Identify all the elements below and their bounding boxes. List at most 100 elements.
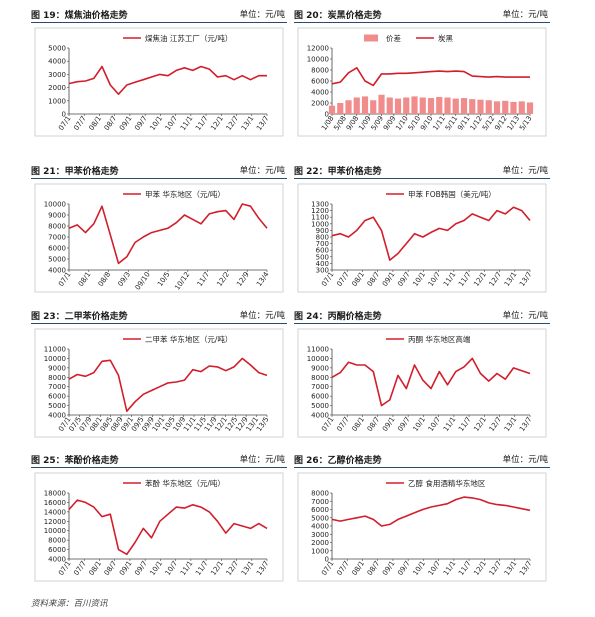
legend-label: 煤焦油 江苏工厂（元/吨） [145,33,232,43]
y-tick-label: 14000 [44,508,66,516]
chart-frame [297,472,547,582]
series-line [331,496,531,527]
chart-frame [34,183,284,293]
y-tick-label: 2000 [311,100,329,108]
series-line [331,66,530,87]
y-tick-label: 9000 [311,364,329,372]
source-note: 资料来源：百川资讯 [31,599,108,609]
y-tick-label: 16000 [44,499,66,507]
y-tick-label: 0 [62,111,66,119]
y-tick-label: 11000 [307,346,329,354]
series-line [68,357,268,412]
area-bar [526,102,534,114]
legend-label: 二甲苯 华东地区（元/吨） [145,334,232,344]
chart-panel-19: 图 19：煤焦油价格走势 单位：元/吨 0 1000 2000 3000 4000 5000 0… [31,6,287,137]
chart-header: 图 19：煤焦油价格走势 单位：元/吨 [31,6,287,23]
area-bar [502,100,509,114]
chart-legend: 甲苯 华东地区（元/吨） [123,189,225,199]
chart-unit: 单位：元/吨 [239,311,285,321]
chart-svg: 0200040006000800010000120001/085/089/081… [297,27,547,137]
chart-title: 图 25：苯酚价格走势 [31,456,119,466]
y-tick-label: 9000 [48,212,66,220]
area-bar [518,101,525,114]
chart-panel-21: 图 21：甲苯价格走势 单位：元/吨 4000 5000 6000 7000 8000 900… [31,162,287,293]
area-bar [345,100,352,114]
area-bar [394,98,402,114]
legend-label: 苯酚 华东地区（元/吨） [145,478,225,488]
chart-header: 图 23：二甲苯价格走势 单位：元/吨 [31,307,287,324]
area-bar [370,100,377,114]
legend-label: 甲苯 华东地区（元/吨） [145,189,225,199]
y-tick-label: 10000 [44,201,66,209]
area-bar [386,97,393,114]
area-bar [328,105,336,114]
chart-legend: 煤焦油 江苏工厂（元/吨） [123,33,232,43]
chart-title: 图 22：甲苯价格走势 [294,167,382,177]
area-bar [427,98,435,114]
y-tick-label: 8000 [48,537,66,545]
chart-unit: 单位：元/吨 [502,311,548,321]
chart-title: 图 19：煤焦油价格走势 [31,11,128,21]
chart-header: 图 22：甲苯价格走势 单位：元/吨 [294,162,550,179]
y-tick-label: 400 [316,260,329,268]
y-tick-label: 1100 [311,214,329,222]
legend-swatch [364,34,378,42]
y-tick-label: 700 [316,240,329,248]
y-tick-label: 5000 [311,402,329,410]
y-tick-label: 10000 [307,56,329,64]
y-tick-label: 4000 [48,556,66,564]
chart-legend: 乙醇 食用酒精华东地区 [386,478,486,488]
chart-header: 图 24：丙酮价格走势 单位：元/吨 [294,307,550,324]
y-tick-label: 10000 [44,527,66,535]
series-line [331,206,531,261]
chart-svg: 400050006000700080009000100001100007/107… [34,328,284,438]
y-tick-label: 8000 [48,374,66,382]
y-tick-label: 7000 [311,383,329,391]
y-tick-label: 2000 [311,539,329,547]
y-tick-label: 1300 [311,201,329,209]
area-bar [436,96,443,114]
y-tick-label: 10000 [307,355,329,363]
area-bar [444,97,451,114]
area-bar [477,99,484,114]
legend-label: 丙酮 华东地区高端 [408,334,471,344]
y-tick-label: 1200 [311,207,329,215]
chart-unit: 单位：元/吨 [239,455,285,465]
chart-unit: 单位：元/吨 [239,10,285,20]
chart-panel-26: 图 26：乙醇价格走势 单位：元/吨 0 1000 2000 3000 4000 5000 60… [294,451,550,582]
y-tick-label: 9000 [48,364,66,372]
area-bar [411,96,418,114]
chart-title: 图 23：二甲苯价格走势 [31,312,128,322]
y-tick-label: 6000 [48,393,66,401]
y-tick-label: 8000 [311,67,329,75]
y-tick-label: 8000 [311,374,329,382]
y-tick-label: 4000 [48,412,66,420]
y-tick-label: 800 [316,234,329,242]
chart-frame [297,27,547,137]
y-tick-label: 1000 [311,547,329,555]
series-line [68,203,268,265]
y-tick-label: 5000 [311,514,329,522]
chart-svg: 400060008000100001200014000160001800007/… [34,472,284,582]
y-tick-label: 1000 [311,220,329,228]
area-bar [378,94,385,114]
series-line [68,65,267,95]
y-tick-label: 0 [325,111,329,119]
y-tick-label: 900 [316,227,329,235]
chart-frame [297,183,547,293]
chart-panel-22: 图 22：甲苯价格走势 单位：元/吨 300 400 500 600 700 800 900 10… [294,162,550,293]
chart-svg: 300400500600700800900100011001200130007/… [297,183,547,293]
chart-legend: 丙酮 华东地区高端 [386,334,471,344]
y-tick-label: 7000 [48,234,66,242]
y-tick-label: 6000 [311,393,329,401]
area-bar [419,97,426,114]
y-tick-label: 10000 [44,355,66,363]
chart-panel-25: 图 25：苯酚价格走势 单位：元/吨 4000 6000 8000 10000 12000 1… [31,451,287,582]
chart-panel-24: 图 24：丙酮价格走势 单位：元/吨 4000 5000 6000 7000 8000 900… [294,307,550,438]
series-line [68,499,268,556]
chart-frame [34,472,284,582]
y-tick-label: 3000 [48,71,66,79]
chart-frame [34,328,284,438]
